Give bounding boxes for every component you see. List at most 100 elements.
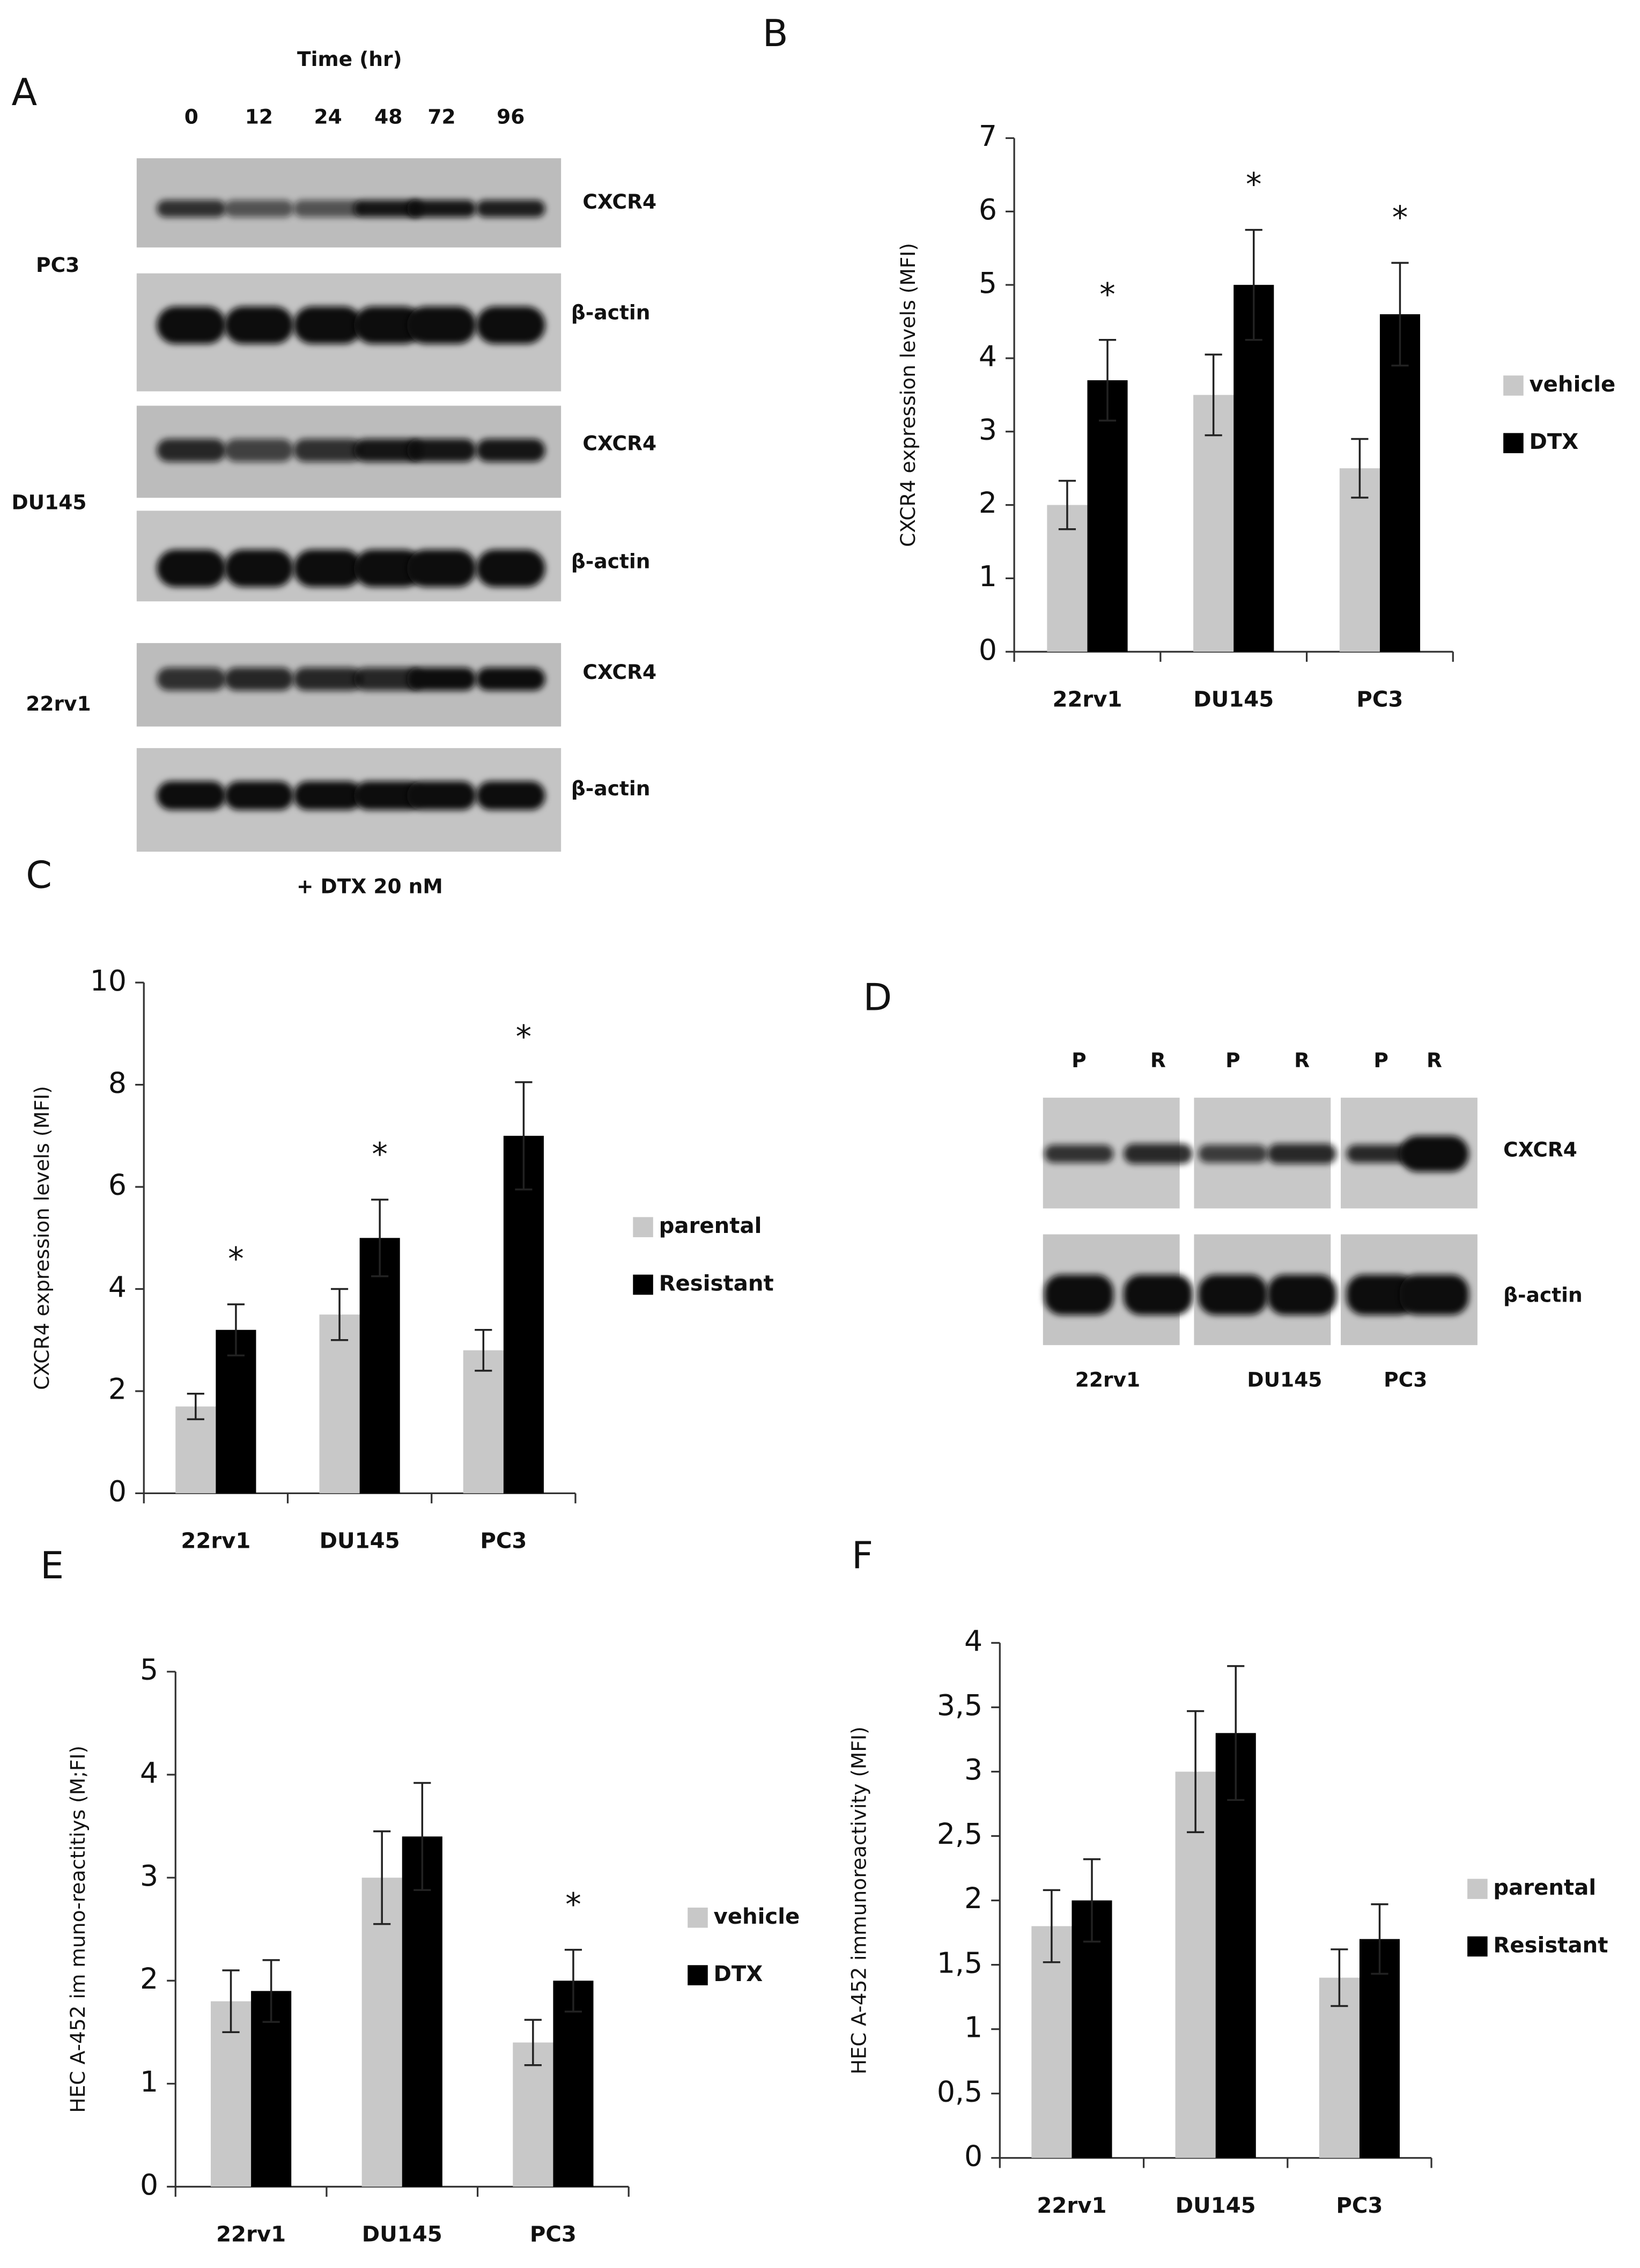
- legend-label: Resistant: [1493, 1933, 1608, 1957]
- blot-band: [476, 200, 545, 218]
- error-bar: [1227, 1665, 1245, 1801]
- x-tick-label: PC3: [530, 2222, 577, 2247]
- bar: [1233, 285, 1274, 652]
- x-tick-label: PC3: [1356, 687, 1403, 712]
- x-tick-label: 22rv1: [1037, 2193, 1106, 2218]
- treatment-label: + DTX 20 nM: [297, 875, 443, 898]
- legend-label: Resistant: [659, 1271, 774, 1296]
- bar: [1359, 1939, 1400, 2158]
- blot-band: [1123, 1274, 1193, 1315]
- error-bar: [1245, 228, 1262, 341]
- band-label: CXCR4: [1503, 1138, 1577, 1162]
- x-tick-label: PC3: [480, 1529, 527, 1554]
- panel-letter: E: [40, 1544, 64, 1587]
- y-tick-label: 4: [964, 1624, 982, 1658]
- error-bar: [373, 1830, 391, 1925]
- bar: [319, 1314, 360, 1494]
- band-label: CXCR4: [582, 190, 656, 213]
- cell-line-label: DU145: [11, 490, 86, 514]
- error-bar: [1187, 1710, 1205, 1834]
- lane-label: 12: [245, 105, 273, 129]
- lane-label: P: [1225, 1048, 1240, 1072]
- x-tick-label: DU145: [362, 2222, 442, 2247]
- lane-label: 96: [497, 105, 524, 129]
- lane-label: P: [1072, 1048, 1087, 1072]
- y-tick-label: 0,5: [937, 2074, 982, 2108]
- blot-band: [476, 781, 545, 810]
- error-bar: [227, 1303, 245, 1357]
- error-bar: [1083, 1858, 1101, 1943]
- blot-band: [476, 439, 545, 462]
- blot-band: [1198, 1144, 1268, 1163]
- legend-label: parental: [659, 1214, 762, 1238]
- y-tick-label: 3: [964, 1753, 982, 1786]
- bar: [1175, 1771, 1216, 2158]
- y-tick-label: 4: [140, 1756, 158, 1790]
- x-tick-label: DU145: [1193, 687, 1274, 712]
- blot-band: [1346, 1144, 1416, 1163]
- blot-band: [407, 549, 476, 587]
- lane-label: 24: [314, 105, 342, 129]
- x-tick-label: 22rv1: [216, 2222, 286, 2247]
- error-bar: [1098, 339, 1117, 422]
- legend-swatch: [633, 1274, 653, 1295]
- error-bar: [330, 1288, 349, 1341]
- bar: [513, 2042, 553, 2187]
- blot-band: [224, 306, 294, 344]
- legend-swatch: [688, 1907, 708, 1928]
- error-bar: [475, 1328, 492, 1372]
- bar: [1072, 1900, 1112, 2158]
- blot-band: [224, 667, 294, 691]
- bar: [1087, 380, 1128, 652]
- y-tick-label: 3,5: [937, 1688, 982, 1722]
- bar: [1339, 468, 1380, 652]
- blot-band: [224, 781, 294, 810]
- blot-band: [1198, 1274, 1268, 1315]
- bar: [1379, 314, 1421, 652]
- x-tick-label: DU145: [1176, 2193, 1256, 2218]
- blot-band: [1267, 1274, 1337, 1315]
- bar: [1319, 1977, 1360, 2158]
- x-tick-label: DU145: [320, 1529, 400, 1554]
- bar: [361, 1878, 402, 2187]
- band-label: β-actin: [1503, 1283, 1583, 1306]
- bar: [216, 1329, 256, 1494]
- error-bar: [1331, 1948, 1348, 2007]
- significance-marker: *: [1099, 276, 1116, 313]
- error-bar: [187, 1393, 204, 1421]
- blot-band: [353, 781, 423, 810]
- blot-band: [407, 306, 476, 344]
- legend-swatch: [633, 1217, 653, 1237]
- error-bar: [262, 1959, 280, 2023]
- bar: [402, 1836, 442, 2187]
- blot-band: [157, 306, 226, 344]
- band-label: CXCR4: [582, 660, 656, 684]
- y-tick-label: 1: [964, 2010, 982, 2044]
- lane-label: 0: [184, 105, 198, 129]
- blot-band: [476, 306, 545, 344]
- y-tick-label: 5: [979, 266, 997, 300]
- cell-line-label: PC3: [36, 253, 79, 277]
- lane-label: 72: [427, 105, 455, 129]
- panel-letter: D: [863, 976, 892, 1019]
- error-bar: [1371, 1903, 1388, 1975]
- blot-band: [353, 200, 423, 218]
- blot-band: [293, 667, 363, 691]
- panel-letter: F: [852, 1534, 873, 1577]
- significance-marker: *: [516, 1018, 531, 1055]
- blot-band: [1044, 1144, 1114, 1163]
- blot-band: [1044, 1274, 1114, 1315]
- blot-band: [407, 200, 476, 218]
- x-tick-label: 22rv1: [181, 1529, 250, 1554]
- y-tick-label: 0: [140, 2168, 158, 2201]
- x-tick-label: PC3: [1336, 2193, 1383, 2218]
- blot-band: [224, 549, 294, 587]
- panel-letter: B: [763, 12, 788, 55]
- y-axis-label: CXCR4 expression levels (MFI): [30, 1086, 54, 1390]
- band-label: β-actin: [571, 300, 651, 324]
- error-bar: [371, 1199, 389, 1277]
- legend-label: DTX: [1529, 430, 1578, 454]
- error-bar: [1043, 1889, 1060, 1963]
- blot-band: [476, 667, 545, 691]
